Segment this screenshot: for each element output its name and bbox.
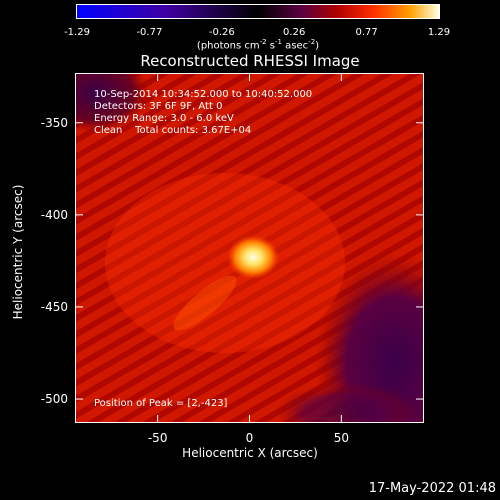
y-tick-label: -500 [40, 392, 68, 407]
plot-area [75, 73, 424, 423]
peak-source [227, 235, 280, 280]
heatmap-warm-arc [173, 275, 237, 331]
y-tick-label: -450 [40, 299, 68, 314]
heatmap-low-region-bottom [275, 383, 415, 423]
colorbar-tick-label: -0.77 [136, 27, 163, 38]
heatmap-warm-region [105, 173, 345, 353]
colorbar-tick-label: 0.77 [355, 27, 378, 38]
y-tick-label: -400 [40, 207, 68, 222]
annotation-energy-range: Energy Range: 3.0 - 6.0 keV [94, 113, 234, 124]
heatmap-low-region-bottomright [315, 253, 424, 423]
colorbar-tick-label: 0.26 [283, 27, 306, 38]
x-axis-label: Heliocentric X (arcsec) [182, 446, 318, 460]
colorbar-tick-label: 1.29 [427, 27, 451, 38]
colorbar-units: (photons cm-2 s-1 asec-2) [196, 38, 320, 52]
annotation-counts: Clean Total counts: 3.67E+04 [94, 125, 252, 136]
annotation-peak-position: Position of Peak = [2,-423] [94, 398, 228, 409]
annotation-time-range: 10-Sep-2014 10:34:52.000 to 10:40:52.000 [94, 89, 313, 100]
y-axis-label: Heliocentric Y (arcsec) [11, 184, 25, 320]
colorbar-tick-label: -1.29 [64, 27, 90, 38]
colorbar-tick-label: -0.26 [208, 27, 235, 38]
x-tick-label: 50 [333, 431, 349, 445]
x-tick-label: -50 [147, 431, 168, 445]
heatmap-low-region-topleft [75, 73, 150, 133]
x-tick-label: 0 [245, 431, 254, 445]
chart-title: Reconstructed RHESSI Image [140, 52, 360, 70]
annotation-detectors: Detectors: 3F 6F 9F, Att 0 [94, 101, 223, 112]
colorbar [76, 4, 440, 19]
timestamp: 17-May-2022 01:48 [368, 481, 496, 496]
y-tick-label: -350 [40, 115, 68, 130]
